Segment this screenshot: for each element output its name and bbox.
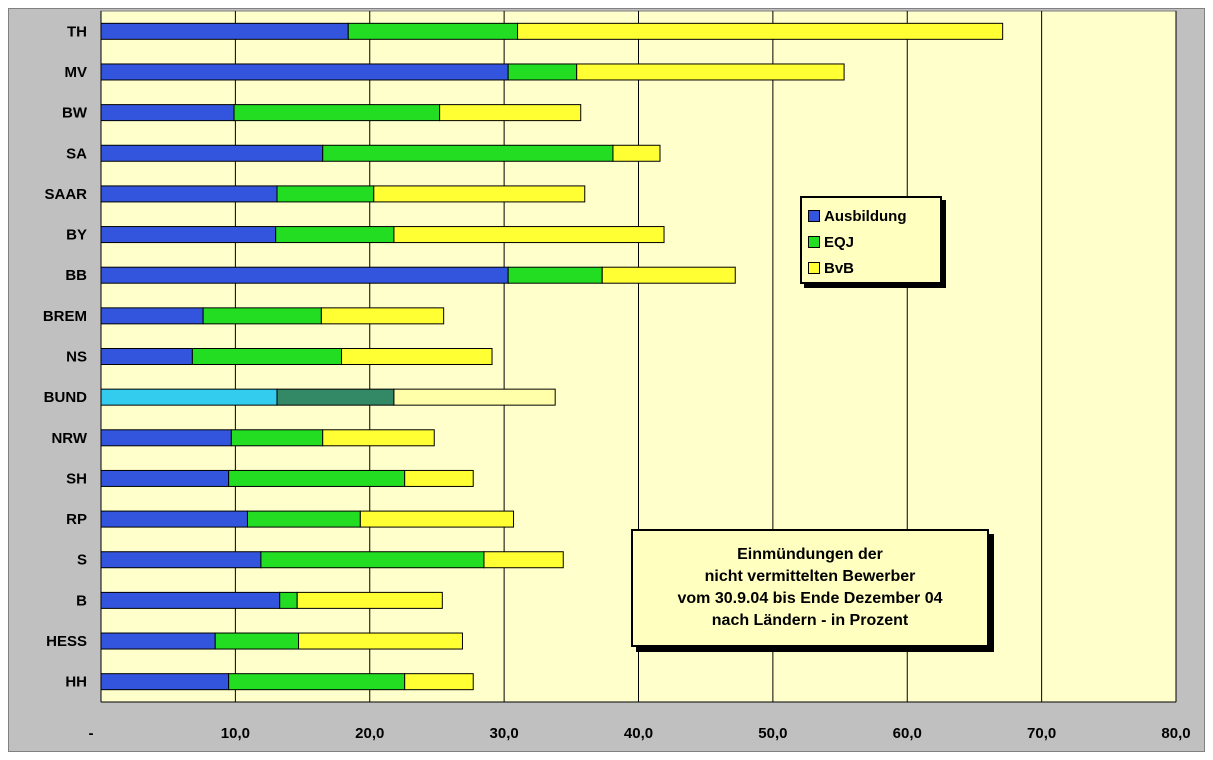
y-tick-label: S (77, 552, 87, 569)
bar-ausbildung-saar (100, 185, 278, 203)
bar-ausbildung-nrw (100, 429, 232, 447)
bar-bvb-saar (373, 185, 586, 203)
bar-ausbildung-sh (100, 469, 230, 487)
bar-eqj-rp (246, 510, 361, 528)
y-tick-label: SAAR (44, 186, 87, 203)
note-line-4: nach Ländern - in Prozent (711, 612, 909, 629)
y-tick-label: HESS (46, 633, 87, 650)
y-tick-label: BREM (43, 308, 87, 325)
bar-eqj-bw (233, 104, 441, 122)
bar-bvb-hh (404, 673, 474, 691)
y-tick-label: B (76, 592, 87, 609)
bar-bvb-th (517, 22, 1004, 40)
bar-eqj-by (275, 226, 395, 244)
bar-bvb-bund (393, 388, 556, 406)
y-tick-label: MV (65, 64, 88, 81)
bar-bvb-nrw (322, 429, 435, 447)
y-tick-label: TH (67, 23, 87, 40)
legend-swatch-ausbildung (808, 210, 820, 222)
legend: Ausbildung EQJ BvB (800, 196, 942, 284)
y-tick-label: BW (62, 105, 88, 122)
bar-ausbildung-hh (100, 673, 230, 691)
bar-eqj-hh (228, 673, 406, 691)
x-tick-label: 80,0 (1161, 725, 1190, 742)
legend-item-ausbildung: Ausbildung (808, 203, 934, 229)
bar-ausbildung-s (100, 551, 262, 569)
bar-eqj-bb (507, 266, 603, 284)
bar-ausbildung-bw (100, 104, 235, 122)
bar-eqj-th (347, 22, 519, 40)
x-tick-label: 40,0 (624, 725, 653, 742)
bar-eqj-sa (322, 144, 614, 162)
x-tick-label: 20,0 (355, 725, 384, 742)
bar-eqj-sh (228, 469, 406, 487)
legend-swatch-bvb (808, 262, 820, 274)
y-tick-label: NRW (51, 430, 87, 447)
x-tick-label: 10,0 (221, 725, 250, 742)
bar-bvb-brem (320, 307, 445, 325)
y-tick-label: BB (65, 267, 87, 284)
bar-ausbildung-sa (100, 144, 324, 162)
bar-bvb-bw (439, 104, 582, 122)
x-tick-label: 60,0 (893, 725, 922, 742)
bar-eqj-b (279, 591, 298, 609)
x-tick-label: 30,0 (490, 725, 519, 742)
bar-bvb-by (393, 226, 665, 244)
y-tick-label: NS (66, 349, 87, 366)
bar-bvb-rp (359, 510, 515, 528)
legend-label-eqj: EQJ (824, 233, 855, 251)
x-tick-label: 50,0 (758, 725, 787, 742)
bar-eqj-brem (202, 307, 322, 325)
bar-bvb-sa (612, 144, 661, 162)
bar-ausbildung-ns (100, 348, 193, 365)
x-tick-label: - (89, 725, 94, 742)
bar-bvb-sh (404, 469, 474, 487)
bar-ausbildung-th (100, 22, 349, 40)
bar-bvb-b (296, 591, 443, 609)
y-tick-label: RP (66, 511, 87, 528)
bar-ausbildung-by (100, 226, 277, 244)
y-tick-label: HH (65, 674, 87, 691)
bar-ausbildung-bb (100, 266, 509, 284)
note-line-1: Einmündungen der (737, 546, 883, 563)
bar-eqj-nrw (230, 429, 324, 447)
y-tick-label: SH (66, 470, 87, 487)
legend-swatch-eqj (808, 236, 820, 248)
bar-eqj-ns (191, 348, 343, 365)
chart-note: Einmündungen der nicht vermittelten Bewe… (631, 529, 989, 647)
bar-ausbildung-bund (100, 388, 278, 406)
legend-item-eqj: EQJ (808, 229, 934, 255)
bar-ausbildung-rp (100, 510, 248, 528)
bar-eqj-s (260, 551, 485, 569)
note-line-2: nicht vermittelten Bewerber (704, 568, 916, 585)
bar-bvb-ns (341, 348, 493, 365)
legend-item-bvb: BvB (808, 255, 934, 281)
y-tick-label: BUND (44, 389, 87, 406)
bar-bvb-bb (601, 266, 736, 284)
bar-bvb-mv (576, 63, 845, 81)
y-tick-label: SA (66, 145, 87, 162)
y-tick-label: BY (66, 227, 87, 244)
bar-eqj-bund (276, 388, 395, 406)
x-tick-label: 70,0 (1027, 725, 1056, 742)
bar-ausbildung-mv (100, 63, 509, 81)
bar-ausbildung-b (100, 591, 281, 609)
bar-ausbildung-brem (100, 307, 204, 325)
bar-bvb-s (483, 551, 564, 569)
bar-ausbildung-hess (100, 632, 216, 650)
legend-label-bvb: BvB (824, 259, 855, 277)
note-line-3: vom 30.9.04 bis Ende Dezember 04 (677, 590, 943, 607)
bar-eqj-hess (214, 632, 300, 650)
bar-eqj-saar (276, 185, 375, 203)
bar-eqj-mv (507, 63, 578, 81)
bar-bvb-hess (298, 632, 463, 650)
legend-label-ausbildung: Ausbildung (824, 207, 907, 225)
